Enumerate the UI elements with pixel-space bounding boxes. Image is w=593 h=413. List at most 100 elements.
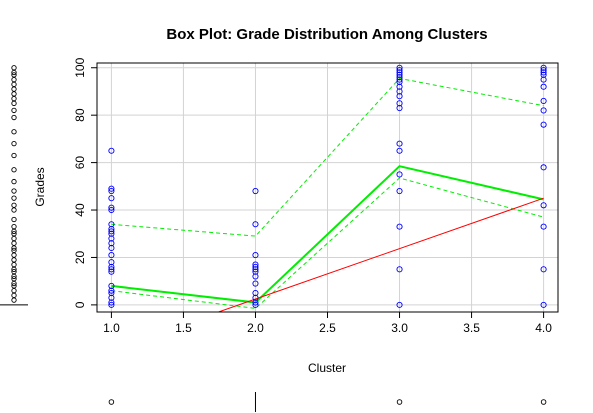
left-rug-mark — [11, 95, 17, 102]
series-line-red — [216, 197, 544, 312]
data-point — [108, 204, 115, 211]
left-rug-mark — [11, 178, 17, 185]
left-rug-mark — [11, 69, 17, 76]
left-rug-mark — [11, 245, 17, 251]
left-rug-mark — [11, 280, 17, 287]
left-rug-mark — [11, 240, 17, 246]
data-point — [252, 280, 259, 287]
data-point — [396, 64, 403, 71]
data-point — [540, 71, 547, 78]
x-tick-label: 4.0 — [535, 321, 552, 335]
data-point — [396, 223, 403, 230]
left-rug-mark — [11, 188, 17, 194]
x-tick-label: 2.0 — [247, 321, 264, 335]
data-point — [396, 83, 403, 90]
data-point — [252, 268, 259, 275]
left-rug-mark — [11, 292, 17, 299]
left-rug-mark — [11, 86, 17, 92]
data-point — [108, 230, 115, 237]
data-point — [540, 301, 547, 308]
data-point — [252, 301, 259, 308]
data-point — [396, 93, 403, 100]
data-point — [108, 287, 115, 294]
left-rug-mark — [11, 114, 17, 121]
bottom-rug-mark — [396, 399, 403, 405]
data-point — [396, 140, 403, 147]
left-rug-mark — [11, 266, 17, 272]
series-line-dashed-green-lower — [111, 177, 544, 309]
plot-frame — [96, 62, 559, 313]
data-point — [540, 69, 547, 76]
grid-layer — [97, 63, 558, 312]
data-point — [396, 74, 403, 81]
data-point — [108, 228, 115, 235]
data-point — [252, 299, 259, 306]
data-point — [540, 164, 547, 171]
data-point — [540, 64, 547, 71]
data-point — [396, 69, 403, 76]
left-rug-mark — [11, 216, 17, 223]
left-rug-mark — [11, 252, 17, 258]
data-point — [252, 294, 259, 301]
data-point — [252, 289, 259, 297]
left-rug-mark — [11, 235, 17, 242]
data-point — [108, 301, 115, 308]
data-point — [396, 100, 403, 107]
data-point — [396, 78, 403, 86]
data-point — [108, 195, 115, 202]
left-rug-mark — [11, 107, 17, 114]
data-point — [108, 240, 115, 247]
data-point — [108, 188, 115, 195]
y-tick-label: 80 — [73, 108, 87, 122]
data-point — [540, 121, 547, 128]
data-point — [540, 67, 547, 74]
data-point — [108, 252, 115, 259]
x-tick-label: 1.5 — [175, 321, 192, 335]
left-rug-mark — [11, 152, 17, 159]
data-point — [540, 223, 547, 230]
left-rug-mark — [11, 91, 17, 97]
x-tick-label: 2.5 — [319, 321, 336, 335]
left-rug-mark — [11, 100, 17, 106]
data-point — [540, 266, 547, 273]
left-rug-mark — [11, 273, 17, 280]
data-point — [108, 263, 115, 270]
data-point — [108, 206, 115, 214]
y-tick-label: 20 — [73, 250, 87, 264]
data-point — [108, 289, 115, 297]
data-point — [252, 221, 259, 228]
data-point — [396, 301, 403, 308]
left-rug-mark — [11, 167, 17, 173]
axis-ticks: 1.0 1.5 2.0 2.5 3.0 3.5 4.0 0 20 40 60 80 100 — [73, 57, 552, 335]
data-point — [252, 252, 259, 259]
y-tick-label: 60 — [73, 156, 87, 170]
left-rug-mark — [11, 297, 17, 303]
data-point — [108, 225, 115, 233]
series-line-bold-green — [111, 165, 544, 304]
left-rug-mark — [11, 129, 17, 135]
left-rug-mark — [11, 207, 17, 213]
data-point — [540, 83, 547, 90]
x-tick-label: 3.5 — [463, 321, 480, 335]
series-line-dashed-green-upper — [111, 77, 544, 237]
left-rug-mark — [11, 261, 17, 268]
series-layer — [111, 77, 544, 312]
rug-marks — [0, 65, 547, 412]
left-rug-mark — [11, 65, 17, 71]
data-point — [396, 76, 403, 83]
data-point — [252, 263, 259, 270]
data-point — [396, 105, 403, 112]
data-point — [252, 261, 259, 268]
data-point — [540, 97, 547, 104]
left-rug-mark — [11, 257, 17, 263]
data-point — [108, 244, 115, 252]
left-rug-mark — [11, 288, 17, 294]
data-point — [396, 67, 403, 74]
data-point — [108, 268, 115, 275]
data-point — [252, 266, 259, 273]
data-point — [540, 107, 547, 114]
data-point — [108, 235, 115, 242]
data-points — [108, 64, 547, 308]
y-tick-label: 0 — [73, 301, 87, 308]
